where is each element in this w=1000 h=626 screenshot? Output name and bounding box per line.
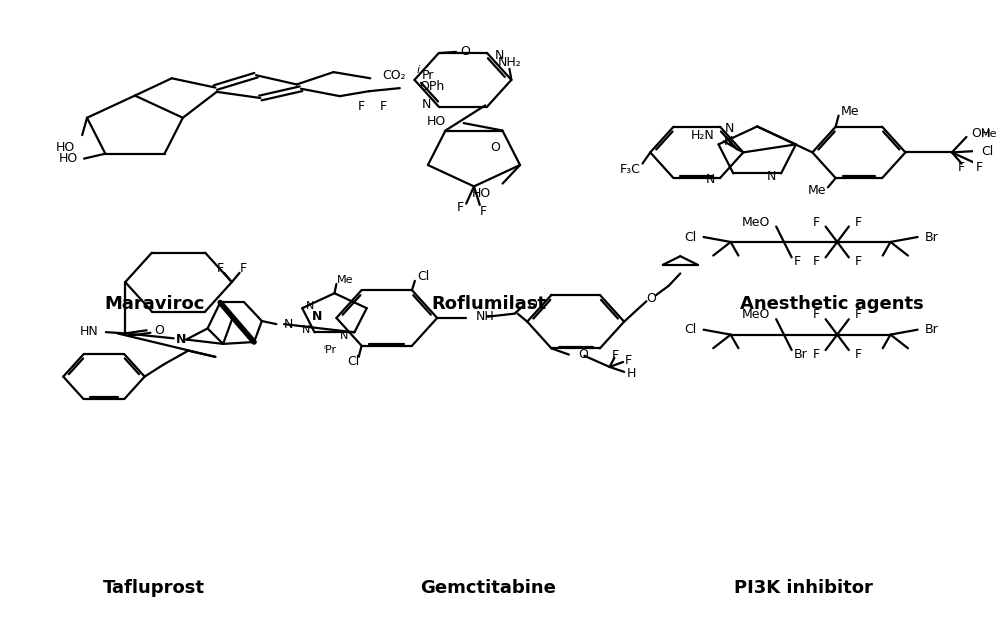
Text: HO: HO (472, 187, 491, 200)
Text: Me: Me (981, 129, 997, 139)
Text: HO: HO (56, 141, 75, 154)
Text: Br: Br (794, 348, 807, 361)
Text: F₃C: F₃C (620, 163, 641, 176)
Text: N: N (340, 331, 349, 341)
Text: MeO: MeO (742, 216, 770, 228)
Text: HO: HO (427, 115, 446, 128)
Text: NH₂: NH₂ (498, 56, 521, 69)
Text: F: F (794, 255, 801, 268)
Text: Me: Me (807, 184, 826, 197)
Text: F: F (358, 100, 365, 113)
Text: HN: HN (79, 325, 98, 338)
Text: CO₂: CO₂ (382, 69, 406, 82)
Text: F: F (380, 100, 387, 113)
Text: i: i (417, 65, 420, 75)
Text: HO: HO (59, 152, 78, 165)
Text: Br: Br (924, 230, 938, 244)
Text: Roflumilast: Roflumilast (431, 295, 546, 313)
Text: N: N (284, 317, 293, 331)
Text: F: F (975, 162, 983, 175)
Text: N: N (422, 98, 431, 111)
Text: O: O (527, 298, 537, 311)
Text: F: F (240, 262, 247, 275)
Text: Cl: Cl (348, 355, 360, 367)
Text: Cl: Cl (685, 230, 697, 244)
Text: O: O (460, 45, 470, 58)
Text: N: N (302, 325, 311, 335)
Text: OH: OH (971, 127, 991, 140)
Text: F: F (457, 202, 464, 215)
Text: Pr: Pr (422, 69, 434, 82)
Text: Cl: Cl (981, 145, 993, 158)
Text: Cl: Cl (417, 270, 429, 283)
Text: N: N (306, 300, 314, 310)
Text: F: F (625, 354, 632, 367)
Text: Me: Me (336, 275, 353, 285)
Text: F: F (855, 309, 862, 321)
Text: F: F (217, 262, 224, 275)
Text: F: F (855, 216, 862, 228)
Text: PI3K inhibitor: PI3K inhibitor (734, 579, 873, 597)
Text: F: F (813, 309, 820, 321)
Text: Anesthetic agents: Anesthetic agents (740, 295, 924, 313)
Text: F: F (813, 348, 820, 361)
Text: Gemctitabine: Gemctitabine (421, 579, 556, 597)
Text: O: O (490, 141, 500, 154)
Text: O: O (154, 324, 164, 337)
Text: OPh: OPh (419, 80, 444, 93)
Text: F: F (612, 349, 619, 362)
Text: Br: Br (924, 323, 938, 336)
Text: F: F (958, 162, 965, 175)
Text: O: O (646, 292, 656, 305)
Text: Tafluprost: Tafluprost (103, 579, 205, 597)
Text: N: N (312, 310, 322, 323)
Text: Maraviroc: Maraviroc (104, 295, 204, 313)
Text: NH: NH (476, 310, 495, 322)
Text: F: F (813, 255, 820, 268)
Text: N: N (725, 122, 734, 135)
Text: Cl: Cl (685, 323, 697, 336)
Text: F: F (813, 216, 820, 228)
Text: N: N (723, 135, 733, 148)
Text: H₂N: H₂N (690, 128, 714, 141)
Text: Me: Me (841, 105, 859, 118)
Text: N: N (767, 170, 776, 183)
Text: N: N (706, 173, 715, 187)
Text: F: F (855, 255, 862, 268)
Text: N: N (495, 49, 504, 62)
Text: F: F (480, 205, 487, 218)
Text: H: H (627, 367, 636, 379)
Text: ⁱPr: ⁱPr (323, 345, 336, 355)
Text: N: N (176, 333, 187, 346)
Text: F: F (855, 348, 862, 361)
Text: O: O (579, 348, 588, 361)
Text: MeO: MeO (742, 309, 770, 321)
